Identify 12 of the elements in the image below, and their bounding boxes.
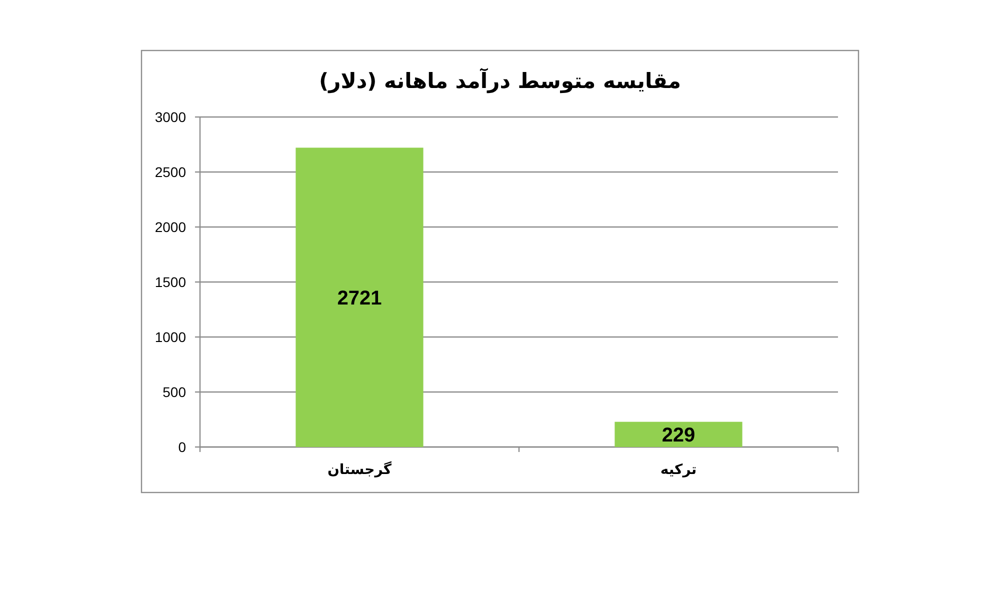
y-tick-label: 0: [178, 439, 186, 455]
chart-title: مقایسه متوسط درآمد ماهانه (دلار): [319, 67, 681, 94]
data-label: 229: [662, 424, 696, 446]
y-tick-label: 2000: [154, 219, 186, 235]
y-tick-label: 500: [162, 384, 186, 400]
y-tick-label: 1000: [154, 329, 186, 345]
data-label: 2721: [337, 287, 382, 310]
x-tick-label: گرجستان: [327, 461, 392, 478]
y-tick-label: 1500: [154, 274, 186, 290]
x-tick-label: ترکیه: [660, 462, 697, 478]
y-tick-label: 3000: [154, 109, 186, 125]
y-tick-label: 2500: [154, 164, 186, 180]
